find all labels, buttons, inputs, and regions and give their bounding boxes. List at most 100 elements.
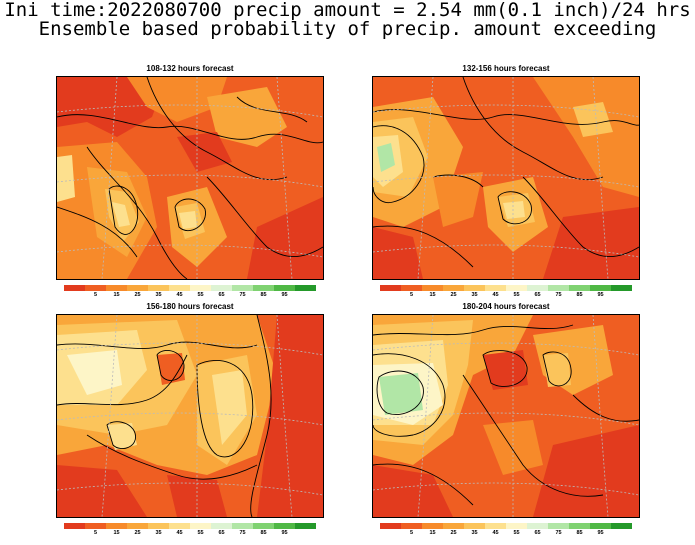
colorbar-swatch [85, 523, 106, 529]
colorbar-tick-label: 15 [429, 292, 436, 298]
colorbar-swatch [401, 285, 422, 291]
colorbar-tick-label: 45 [492, 530, 499, 536]
colorbar-swatch [485, 285, 506, 291]
colorbar-tick-label: 65 [534, 292, 541, 298]
colorbar-swatch [506, 523, 527, 529]
colorbar-tick-label: 15 [429, 530, 436, 536]
colorbar-swatch [64, 523, 85, 529]
colorbar-swatch [295, 523, 316, 529]
colorbar-tick-label: 35 [155, 292, 162, 298]
colorbar-swatch [443, 523, 464, 529]
colorbar-tick-label: 45 [492, 292, 499, 298]
colorbar-swatch [590, 523, 611, 529]
colorbar-ticks: 5 15 25 35 45 55 65 75 85 95 [64, 530, 316, 538]
colorbar-swatch [190, 285, 211, 291]
colorbar-swatch [127, 523, 148, 529]
colorbar-ticks: 5 15 25 35 45 55 65 75 85 95 [380, 530, 632, 538]
colorbar-swatch [464, 285, 485, 291]
panel-title: 156-180 hours forecast [146, 302, 234, 311]
colorbar-swatch [64, 285, 85, 291]
colorbar [380, 285, 632, 291]
colorbar-swatch [611, 523, 632, 529]
colorbar-swatch [211, 285, 232, 291]
probability-map [372, 76, 640, 280]
colorbar-swatch [527, 285, 548, 291]
colorbar [64, 285, 316, 291]
colorbar-swatch [506, 285, 527, 291]
colorbar-tick-label: 95 [597, 530, 604, 536]
colorbar-swatch [274, 523, 295, 529]
probability-map [372, 314, 640, 518]
colorbar-tick-label: 45 [176, 530, 183, 536]
colorbar-tick-label: 75 [555, 530, 562, 536]
colorbar-tick-label: 75 [555, 292, 562, 298]
colorbar-swatch [401, 523, 422, 529]
panel-title: 108-132 hours forecast [146, 64, 234, 73]
colorbar-swatch [548, 523, 569, 529]
colorbar-tick-label: 55 [513, 530, 520, 536]
colorbar-tick-label: 5 [409, 292, 414, 298]
colorbar-tick-label: 95 [597, 292, 604, 298]
forecast-panel-1: 108-132 hours forecast [56, 64, 324, 300]
title-line-1: Ini time:2022080700 precip amount = 2.54… [4, 0, 691, 21]
probability-map [56, 314, 324, 518]
colorbar-swatch [232, 285, 253, 291]
colorbar-tick-label: 85 [260, 292, 267, 298]
colorbar-ticks: 5 15 25 35 45 55 65 75 85 95 [380, 292, 632, 300]
colorbar-swatch [232, 523, 253, 529]
forecast-panel-3: 156-180 hours forecast [56, 302, 324, 538]
colorbar [380, 523, 632, 529]
colorbar-swatch [569, 523, 590, 529]
colorbar-tick-label: 95 [281, 530, 288, 536]
colorbar-swatch [569, 285, 590, 291]
colorbar-swatch [422, 523, 443, 529]
colorbar-tick-label: 25 [134, 292, 141, 298]
colorbar-swatch [148, 285, 169, 291]
colorbar-swatch [295, 285, 316, 291]
colorbar-tick-label: 5 [409, 530, 414, 536]
colorbar-ticks: 5 15 25 35 45 55 65 75 85 95 [64, 292, 316, 300]
colorbar-swatch [169, 285, 190, 291]
colorbar-swatch [611, 285, 632, 291]
forecast-panel-2: 132-156 hours forecast [372, 64, 640, 300]
colorbar-tick-label: 25 [134, 530, 141, 536]
colorbar-swatch [85, 285, 106, 291]
colorbar-tick-label: 35 [471, 292, 478, 298]
colorbar [64, 523, 316, 529]
colorbar-tick-label: 85 [576, 292, 583, 298]
colorbar-tick-label: 15 [113, 530, 120, 536]
colorbar-swatch [380, 523, 401, 529]
colorbar-swatch [548, 285, 569, 291]
colorbar-tick-label: 25 [450, 530, 457, 536]
panel-title: 180-204 hours forecast [462, 302, 550, 311]
colorbar-swatch [211, 523, 232, 529]
colorbar-swatch [527, 523, 548, 529]
colorbar-swatch [190, 523, 211, 529]
colorbar-tick-label: 5 [93, 292, 98, 298]
colorbar-swatch [485, 523, 506, 529]
colorbar-swatch [148, 523, 169, 529]
colorbar-tick-label: 55 [197, 292, 204, 298]
colorbar-swatch [380, 285, 401, 291]
colorbar-tick-label: 55 [197, 530, 204, 536]
title-line-2: Ensemble based probability of precip. am… [38, 18, 657, 40]
colorbar-swatch [106, 285, 127, 291]
colorbar-tick-label: 75 [239, 530, 246, 536]
colorbar-swatch [106, 523, 127, 529]
colorbar-tick-label: 65 [218, 292, 225, 298]
colorbar-tick-label: 5 [93, 530, 98, 536]
probability-map [56, 76, 324, 280]
panel-title: 132-156 hours forecast [462, 64, 550, 73]
colorbar-tick-label: 55 [513, 292, 520, 298]
colorbar-tick-label: 65 [218, 530, 225, 536]
colorbar-tick-label: 45 [176, 292, 183, 298]
colorbar-swatch [169, 523, 190, 529]
colorbar-tick-label: 25 [450, 292, 457, 298]
colorbar-tick-label: 15 [113, 292, 120, 298]
colorbar-tick-label: 35 [155, 530, 162, 536]
colorbar-swatch [127, 285, 148, 291]
colorbar-tick-label: 65 [534, 530, 541, 536]
forecast-panel-4: 180-204 hours forecast [372, 302, 640, 538]
colorbar-swatch [253, 523, 274, 529]
colorbar-swatch [443, 285, 464, 291]
